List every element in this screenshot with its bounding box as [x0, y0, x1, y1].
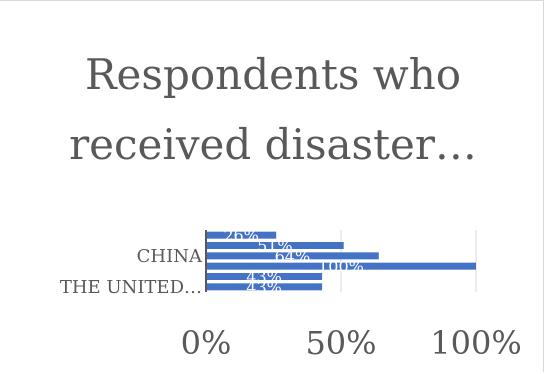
chart-title-line-1: Respondents who [84, 50, 462, 99]
data-label: 51% [257, 237, 293, 256]
data-label: 43% [246, 278, 282, 297]
bar [206, 262, 476, 270]
category-label: THE UNITED… [60, 277, 202, 298]
x-tick-label: 100% [430, 324, 521, 362]
x-tick-label: 0% [181, 324, 232, 362]
bar [206, 252, 379, 260]
x-tick-label: 50% [305, 324, 376, 362]
chart-title: Respondents who received disaster… [40, 40, 506, 180]
category-label: CHINA [137, 246, 203, 267]
data-label: 43% [246, 268, 282, 287]
data-label: 26% [223, 226, 259, 245]
bar [206, 242, 344, 249]
bar [206, 283, 323, 291]
bar [206, 231, 277, 239]
data-label: 100% [318, 257, 364, 276]
chart-title-line-2: received disaster… [69, 120, 477, 169]
bar [206, 273, 323, 280]
data-label: 64% [275, 247, 311, 266]
